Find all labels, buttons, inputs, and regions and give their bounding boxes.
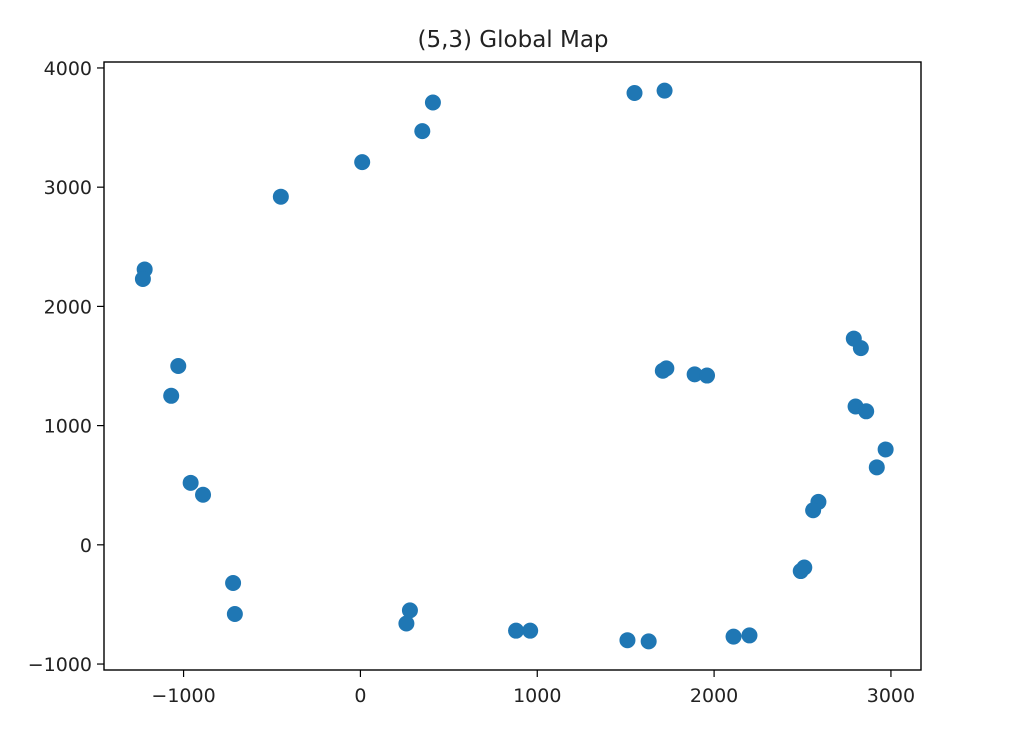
y-tick-label: 2000 [44,296,92,318]
x-tick-label: −1000 [151,685,215,707]
scatter-point [195,486,212,503]
y-tick-label: 1000 [44,416,92,438]
y-tick-label: −1000 [28,654,92,676]
scatter-point [699,367,716,384]
scatter-point [852,340,869,357]
scatter-point [424,94,441,111]
x-axis-ticks: −1000 0 1000 2000 3000 [151,670,915,707]
scatter-point [725,628,742,645]
scatter-point [877,441,894,458]
scatter-point [858,403,875,420]
chart-title: (5,3) Global Map [417,27,608,53]
scatter-point [522,622,539,639]
scatter-point [163,387,180,404]
scatter-point [656,82,673,99]
scatter-point [658,360,675,377]
scatter-point [508,622,525,639]
scatter-point [182,474,199,491]
x-tick-label: 0 [354,685,366,707]
x-tick-label: 1000 [513,685,561,707]
scatter-point [414,123,431,140]
scatter-point [619,632,636,649]
scatter-point [226,605,243,622]
x-tick-label: 2000 [690,685,738,707]
points-layer [134,82,894,650]
y-tick-label: 0 [80,535,92,557]
scatter-point [272,188,289,205]
scatter-point [170,358,187,374]
scatter-point [401,602,418,619]
scatter-point [741,627,758,644]
y-tick-label: 3000 [44,177,92,199]
scatter-point [134,270,151,287]
y-axis-ticks: −1000 0 1000 2000 3000 4000 [28,58,104,676]
scatter-point [792,563,809,580]
plot-area-frame [103,61,922,671]
y-tick-label: 4000 [44,58,92,80]
scatter-point [398,615,415,632]
scatter-point [868,459,885,476]
scatter-point [805,502,822,519]
scatter-point [626,85,643,101]
scatter-point [686,366,703,383]
scatter-point [354,154,371,171]
scatter-point [225,574,242,591]
scatter-point [640,633,657,650]
x-tick-label: 3000 [867,685,915,707]
